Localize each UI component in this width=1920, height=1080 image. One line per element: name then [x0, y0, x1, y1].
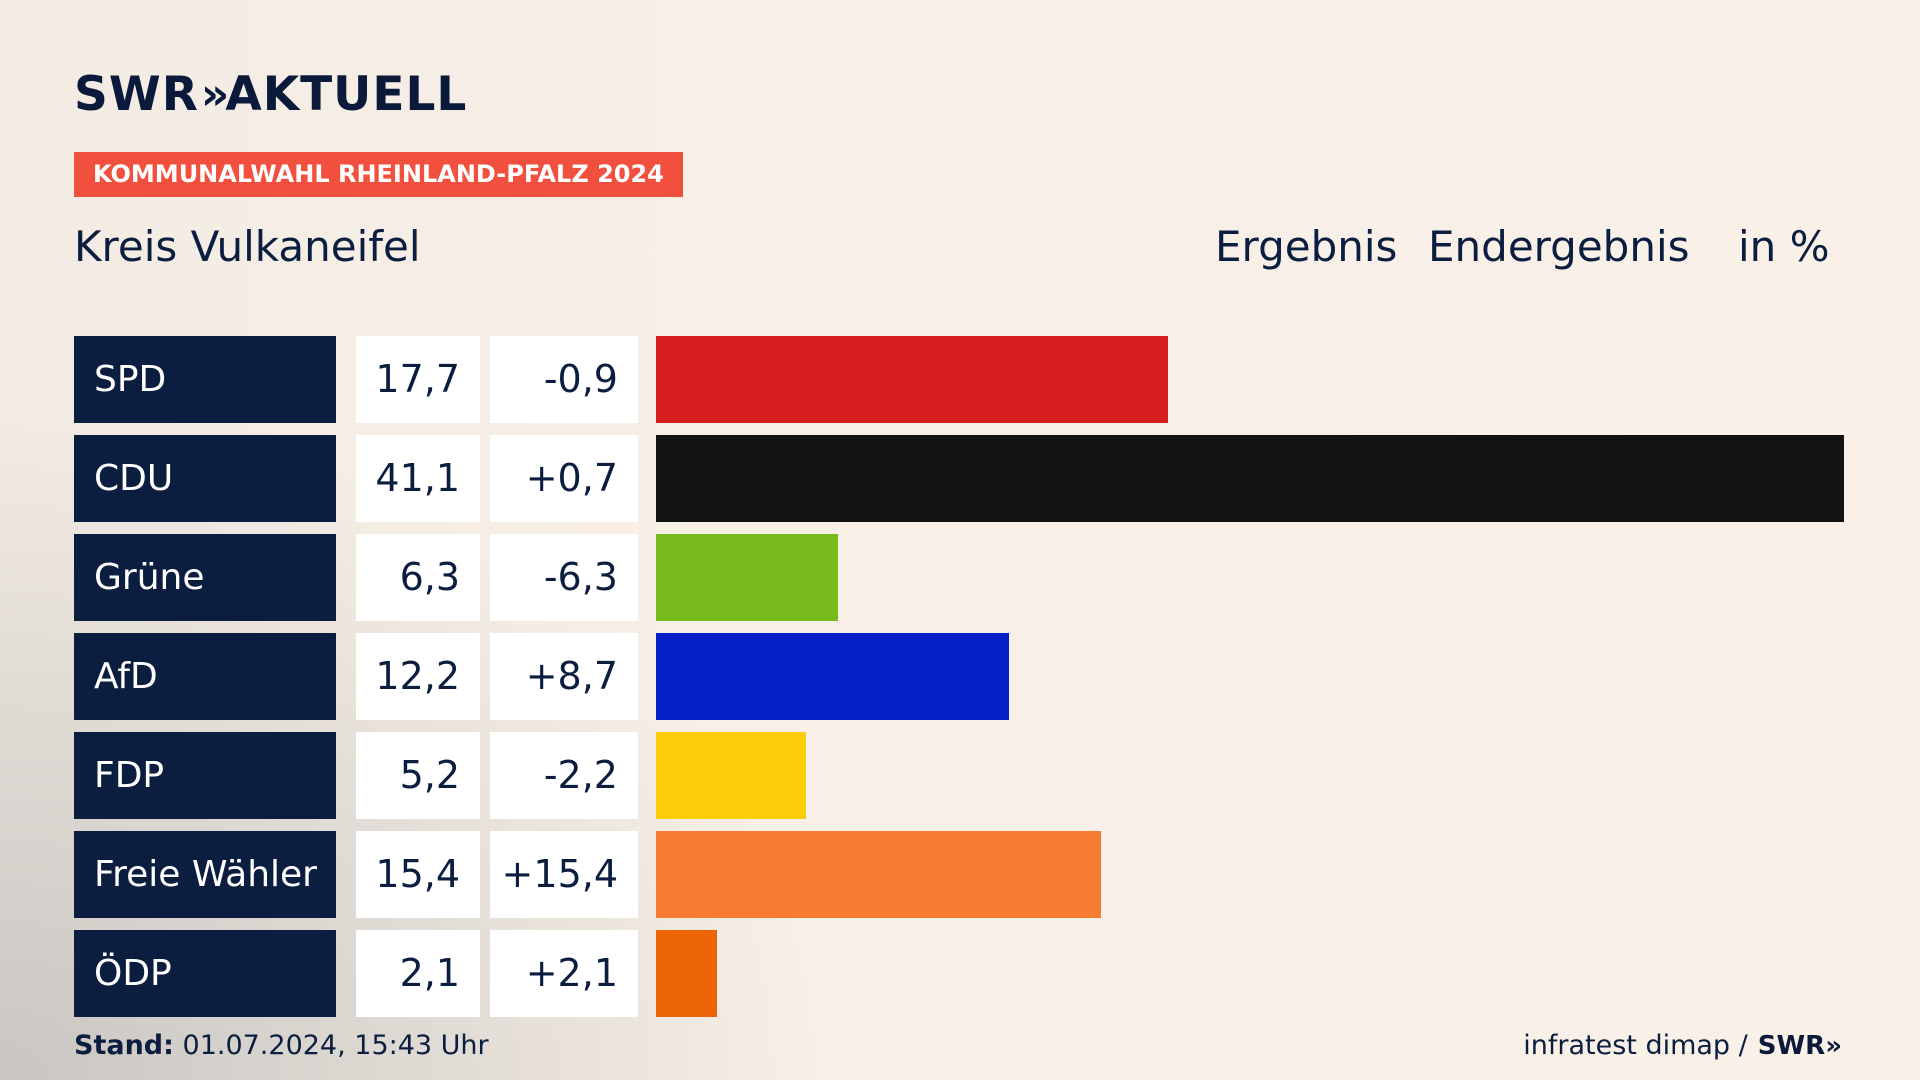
result-header: Ergebnis [1215, 222, 1398, 271]
timestamp: Stand: 01.07.2024, 15:43 Uhr [74, 1030, 489, 1061]
party-label: Freie Wähler [74, 831, 336, 918]
party-label: ÖDP [74, 930, 336, 1017]
source-text: infratest dimap / [1523, 1030, 1748, 1061]
region-title: Kreis Vulkaneifel [74, 222, 421, 271]
result-value: 5,2 [356, 732, 480, 819]
result-bar [656, 732, 806, 819]
stand-value: 01.07.2024, 15:43 Uhr [182, 1030, 489, 1061]
result-value: 15,4 [356, 831, 480, 918]
result-row: Grüne 6,3 -6,3 [74, 534, 1844, 621]
result-row: ÖDP 2,1 +2,1 [74, 930, 1844, 1017]
stand-label: Stand: [74, 1030, 174, 1061]
result-row: Freie Wähler 15,4 +15,4 [74, 831, 1844, 918]
swr-mini-logo: SWR» [1757, 1030, 1842, 1061]
result-value: 6,3 [356, 534, 480, 621]
result-bar [656, 633, 1009, 720]
party-label: AfD [74, 633, 336, 720]
result-bar [656, 831, 1101, 918]
change-value: -2,2 [490, 732, 638, 819]
swr-logo-text: SWR [74, 66, 199, 122]
result-value: 2,1 [356, 930, 480, 1017]
change-value: +15,4 [490, 831, 638, 918]
result-bar [656, 435, 1844, 522]
source-credit: infratest dimap / SWR» [1523, 1030, 1842, 1061]
result-value: 41,1 [356, 435, 480, 522]
election-badge: KOMMUNALWAHL RHEINLAND-PFALZ 2024 [74, 152, 683, 197]
result-value: 12,2 [356, 633, 480, 720]
swr-aktuell-logo: SWR » AKTUELL [74, 66, 467, 122]
result-bar [656, 534, 838, 621]
change-value: +8,7 [490, 633, 638, 720]
party-label: Grüne [74, 534, 336, 621]
result-row: AfD 12,2 +8,7 [74, 633, 1844, 720]
unit-header: in % [1738, 222, 1830, 271]
result-value: 17,7 [356, 336, 480, 423]
change-value: +2,1 [490, 930, 638, 1017]
result-bar [656, 336, 1168, 423]
result-row: SPD 17,7 -0,9 [74, 336, 1844, 423]
status-header: Endergebnis [1428, 222, 1690, 271]
result-bar [656, 930, 717, 1017]
party-label: CDU [74, 435, 336, 522]
change-value: +0,7 [490, 435, 638, 522]
aktuell-logo-text: AKTUELL [225, 66, 468, 122]
chevrons-icon: » [200, 68, 230, 120]
party-label: FDP [74, 732, 336, 819]
change-value: -6,3 [490, 534, 638, 621]
result-row: FDP 5,2 -2,2 [74, 732, 1844, 819]
result-row: CDU 41,1 +0,7 [74, 435, 1844, 522]
change-value: -0,9 [490, 336, 638, 423]
party-label: SPD [74, 336, 336, 423]
